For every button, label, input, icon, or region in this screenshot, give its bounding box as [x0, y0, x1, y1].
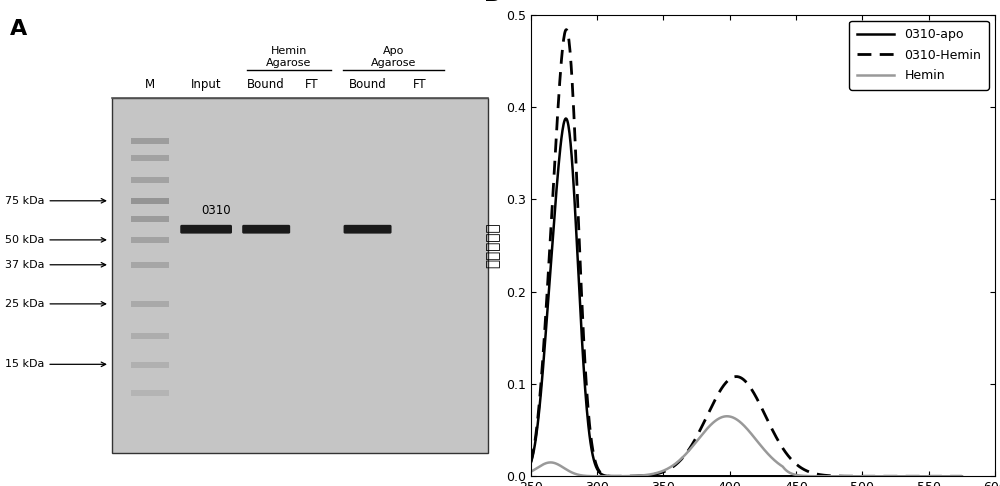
Hemin [896, 473, 908, 479]
Bar [131, 362, 169, 367]
Bar [112, 98, 488, 453]
0310-Hemin [800, 468, 812, 473]
0310-apo [551, 180, 563, 186]
FancyBboxPatch shape [242, 225, 290, 234]
Text: 15 kDa: 15 kDa [5, 359, 106, 369]
0310-Hemin [852, 473, 864, 479]
Bar [131, 138, 169, 143]
0310-apo [956, 473, 968, 479]
0310-apo [787, 473, 799, 479]
Text: Apo
Agarose: Apo Agarose [371, 46, 417, 68]
Text: 50 kDa: 50 kDa [5, 235, 106, 245]
Hemin [776, 463, 788, 469]
Bar [131, 216, 169, 222]
Text: FT: FT [413, 78, 427, 91]
Line: Hemin: Hemin [531, 417, 962, 476]
0310-Hemin [896, 473, 908, 479]
0310-Hemin [776, 443, 788, 449]
Hemin [787, 471, 799, 477]
Bar [131, 156, 169, 161]
Bar [131, 177, 169, 183]
Hemin [852, 473, 864, 479]
Text: 75 kDa: 75 kDa [5, 196, 106, 206]
Line: 0310-Hemin: 0310-Hemin [531, 30, 962, 476]
Text: FT: FT [304, 78, 318, 91]
0310-Hemin [525, 459, 537, 465]
0310-apo [896, 473, 908, 479]
0310-apo [800, 473, 812, 479]
Bar [131, 262, 169, 268]
Hemin [956, 473, 968, 479]
0310-apo [560, 116, 572, 122]
Bar [131, 390, 169, 396]
Text: Bound: Bound [247, 78, 285, 91]
Hemin [721, 414, 733, 419]
Bar [131, 333, 169, 339]
0310-Hemin [787, 458, 799, 464]
0310-Hemin [956, 473, 968, 479]
Hemin [800, 473, 812, 479]
0310-apo [525, 461, 537, 467]
Bar [131, 198, 169, 204]
Text: 0310: 0310 [201, 204, 231, 217]
FancyBboxPatch shape [180, 225, 232, 234]
Text: Bound: Bound [349, 78, 386, 91]
Line: 0310-apo: 0310-apo [531, 119, 962, 476]
Bar [131, 301, 169, 307]
Bar [131, 237, 169, 243]
Y-axis label: 紫外吸收值: 紫外吸收值 [485, 223, 500, 268]
Text: Hemin
Agarose: Hemin Agarose [266, 46, 311, 68]
0310-apo [852, 473, 864, 479]
Hemin [551, 461, 563, 467]
Hemin [525, 469, 537, 475]
Text: 25 kDa: 25 kDa [5, 299, 106, 309]
0310-Hemin [560, 27, 572, 33]
Text: Input: Input [191, 78, 221, 91]
Text: A: A [10, 19, 27, 39]
0310-apo [776, 473, 788, 479]
Text: M: M [145, 78, 155, 91]
0310-Hemin [551, 120, 563, 126]
Text: B: B [484, 0, 501, 5]
Legend: 0310-apo, 0310-Hemin, Hemin: 0310-apo, 0310-Hemin, Hemin [849, 21, 989, 90]
Text: 37 kDa: 37 kDa [5, 260, 106, 270]
FancyBboxPatch shape [344, 225, 392, 234]
